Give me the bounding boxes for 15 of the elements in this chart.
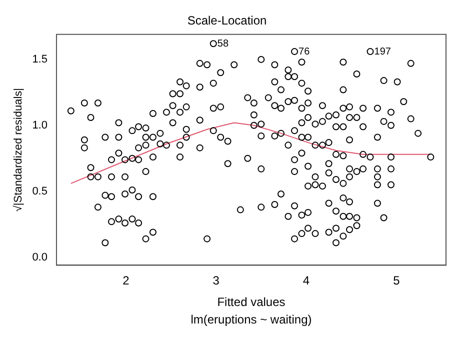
y-tick-label: 1.5 bbox=[32, 53, 48, 66]
x-axis-title: Fitted values bbox=[217, 295, 286, 310]
y-tick-label: 1.0 bbox=[32, 119, 48, 132]
y-tick-label: 0.0 bbox=[32, 251, 48, 264]
y-tick-label: 0.5 bbox=[32, 185, 48, 198]
annotation: 58 bbox=[217, 38, 229, 50]
x-tick-label: 5 bbox=[393, 274, 400, 288]
text: lm(eruptions ~ waiting) bbox=[190, 312, 312, 326]
y-axis-title: √|Standardized residuals| bbox=[12, 88, 25, 212]
x-tick-label: 4 bbox=[302, 274, 310, 288]
chart-title: Scale-Location bbox=[187, 14, 267, 28]
annotation: 197 bbox=[374, 46, 392, 58]
x-tick-label: 2 bbox=[122, 274, 130, 288]
x-tick-label: 3 bbox=[212, 274, 220, 288]
annotation: 76 bbox=[298, 46, 310, 58]
